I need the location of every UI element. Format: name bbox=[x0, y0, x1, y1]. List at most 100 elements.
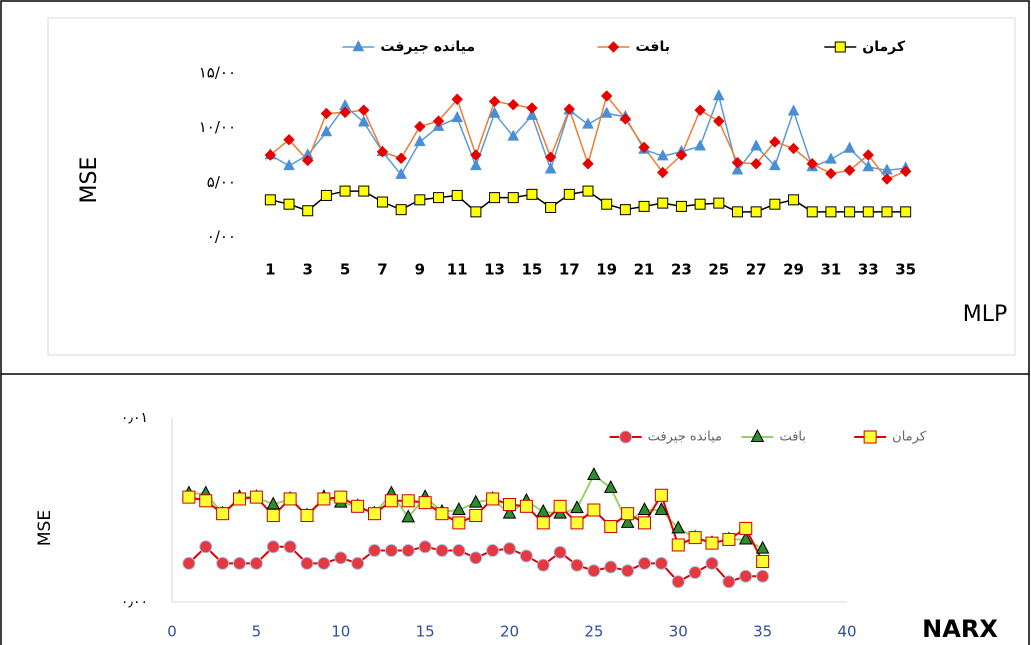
marker bbox=[881, 173, 893, 185]
marker bbox=[671, 575, 685, 589]
marker bbox=[489, 192, 501, 204]
x-tick-label: 19 bbox=[596, 261, 617, 279]
marker bbox=[452, 516, 466, 530]
marker bbox=[769, 136, 781, 148]
marker bbox=[233, 556, 246, 570]
marker bbox=[339, 106, 351, 119]
marker bbox=[395, 204, 407, 216]
marker bbox=[469, 551, 483, 565]
x-tick-label: 10 bbox=[331, 623, 350, 641]
x-tick-label: 20 bbox=[500, 623, 519, 641]
marker bbox=[401, 494, 415, 508]
marker bbox=[334, 551, 348, 565]
marker bbox=[488, 106, 501, 118]
marker bbox=[470, 206, 482, 218]
marker bbox=[317, 492, 331, 506]
marker bbox=[582, 158, 594, 170]
marker bbox=[503, 542, 516, 556]
marker bbox=[283, 133, 295, 146]
x-tick-label: 21 bbox=[634, 261, 655, 279]
legend-label: میانده جیرفت bbox=[648, 430, 722, 445]
marker bbox=[358, 185, 370, 197]
marker bbox=[320, 189, 332, 201]
marker bbox=[488, 95, 501, 108]
x-tick-label: 35 bbox=[895, 261, 916, 279]
marker bbox=[526, 108, 538, 120]
marker bbox=[619, 204, 631, 216]
x-tick-label: 31 bbox=[820, 261, 841, 279]
marker bbox=[900, 206, 912, 218]
x-tick-label: 1 bbox=[265, 261, 275, 279]
marker bbox=[603, 479, 618, 493]
marker bbox=[825, 167, 837, 180]
marker bbox=[705, 536, 719, 550]
marker bbox=[300, 556, 314, 570]
x-tick-label: 11 bbox=[447, 261, 468, 279]
marker bbox=[862, 160, 875, 172]
legend-marker bbox=[619, 430, 633, 444]
marker bbox=[621, 564, 635, 578]
marker bbox=[739, 569, 753, 583]
marker bbox=[502, 505, 517, 519]
marker bbox=[587, 467, 601, 481]
marker bbox=[688, 531, 702, 545]
marker bbox=[339, 185, 351, 197]
marker bbox=[199, 494, 213, 508]
marker bbox=[563, 103, 576, 115]
marker bbox=[825, 206, 837, 218]
marker bbox=[470, 149, 482, 161]
x-tick-label: 7 bbox=[377, 261, 387, 279]
marker bbox=[582, 185, 594, 197]
marker bbox=[637, 502, 652, 515]
marker bbox=[216, 556, 230, 570]
y-axis-label: MSE bbox=[35, 510, 55, 546]
marker bbox=[755, 540, 770, 554]
marker bbox=[470, 159, 482, 171]
y-tick-label: ۰/۰۰ bbox=[207, 228, 236, 246]
marker bbox=[536, 503, 551, 517]
marker bbox=[468, 494, 483, 508]
marker bbox=[283, 198, 295, 210]
marker bbox=[435, 543, 449, 557]
legend-label: کرمان bbox=[862, 39, 906, 55]
marker bbox=[825, 152, 837, 164]
marker bbox=[843, 141, 856, 153]
marker bbox=[264, 149, 277, 161]
legend-marker bbox=[607, 41, 620, 53]
marker bbox=[266, 509, 280, 523]
marker bbox=[368, 543, 381, 557]
marker bbox=[756, 555, 770, 569]
marker bbox=[401, 509, 416, 523]
marker bbox=[604, 520, 618, 534]
marker bbox=[414, 135, 426, 147]
x-tick-label: 5 bbox=[252, 623, 262, 641]
marker bbox=[300, 509, 314, 523]
table-cell bbox=[0, 0, 1030, 375]
legend-label: بافت bbox=[779, 430, 806, 445]
marker bbox=[587, 503, 601, 517]
marker bbox=[368, 507, 381, 521]
x-tick-label: 13 bbox=[484, 261, 505, 279]
marker bbox=[182, 490, 196, 504]
marker bbox=[563, 188, 575, 200]
x-tick-label: 9 bbox=[415, 261, 425, 279]
marker bbox=[671, 538, 685, 552]
x-tick-label: 33 bbox=[858, 261, 879, 279]
marker bbox=[414, 194, 426, 206]
legend-label: کرمان bbox=[892, 430, 927, 445]
marker bbox=[756, 569, 770, 583]
legend-marker bbox=[352, 40, 365, 52]
marker bbox=[671, 520, 686, 534]
marker bbox=[233, 492, 246, 506]
marker bbox=[738, 531, 753, 545]
marker bbox=[351, 499, 365, 513]
marker bbox=[545, 201, 557, 213]
x-tick-label: 27 bbox=[746, 261, 767, 279]
marker bbox=[694, 198, 706, 210]
y-tick-label: ۰٫۰۰ bbox=[121, 594, 148, 610]
marker bbox=[519, 499, 533, 513]
marker bbox=[843, 164, 856, 177]
marker bbox=[351, 556, 365, 570]
